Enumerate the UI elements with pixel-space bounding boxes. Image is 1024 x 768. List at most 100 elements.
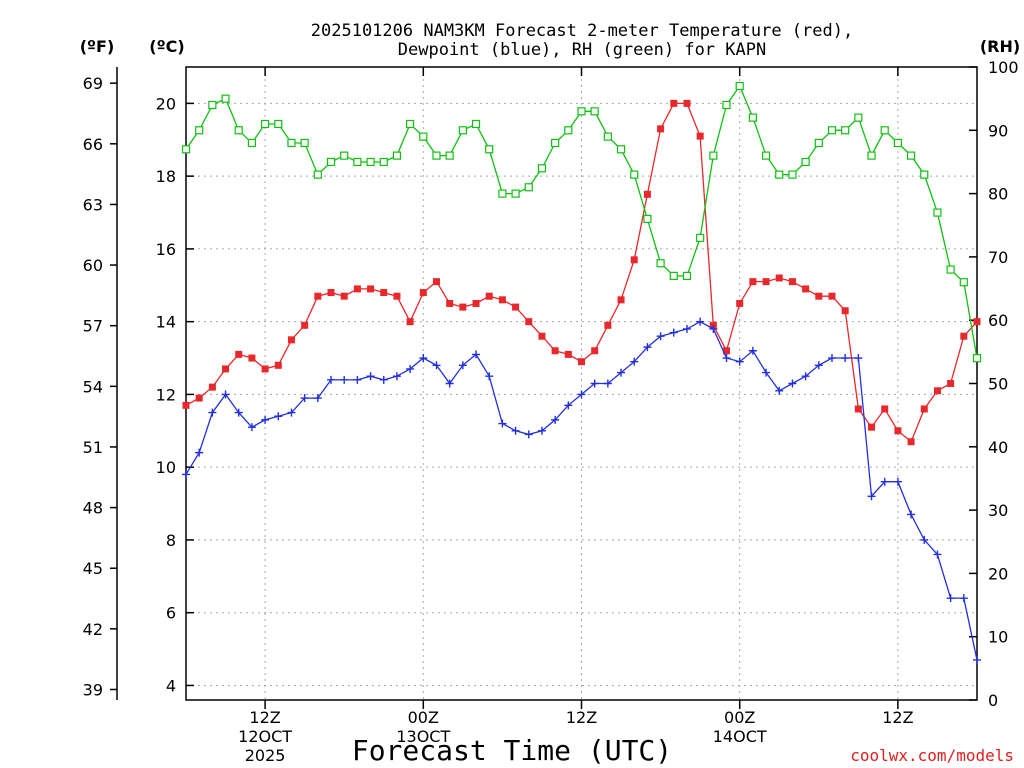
- x-tick-label-time: 00Z: [408, 708, 439, 727]
- data-point-temperature: [933, 387, 941, 395]
- data-point-dewpoint: [537, 426, 546, 435]
- rh-tick-label: 50: [988, 375, 1008, 394]
- data-point-dewpoint: [788, 379, 797, 388]
- data-point-dewpoint: [656, 332, 665, 341]
- x-tick-label-date: 13OCT: [396, 727, 450, 746]
- data-point-dewpoint: [735, 357, 744, 366]
- data-point-temperature: [195, 394, 203, 402]
- data-point-temperature: [973, 318, 981, 326]
- data-point-rh: [946, 265, 955, 274]
- data-point-dewpoint: [353, 375, 362, 384]
- data-point-rh: [603, 132, 612, 141]
- data-point-rh: [590, 107, 599, 116]
- data-point-dewpoint: [379, 375, 388, 384]
- rh-tick-label: 90: [988, 121, 1008, 140]
- data-point-dewpoint: [511, 426, 520, 435]
- data-point-rh: [577, 107, 586, 116]
- data-point-dewpoint: [590, 379, 599, 388]
- data-point-temperature: [564, 350, 572, 358]
- data-point-dewpoint: [392, 372, 401, 381]
- data-point-rh: [630, 170, 639, 179]
- fahrenheit-tick-label: 57: [83, 317, 103, 336]
- data-point-dewpoint: [182, 470, 190, 479]
- data-point-rh: [247, 138, 257, 148]
- data-point-rh: [274, 119, 283, 129]
- data-point-temperature: [538, 332, 546, 340]
- data-point-temperature: [881, 405, 889, 413]
- data-point-temperature: [512, 303, 520, 311]
- data-point-dewpoint: [801, 372, 810, 381]
- fahrenheit-tick-label: 60: [83, 256, 103, 275]
- data-point-rh: [326, 157, 336, 167]
- data-point-dewpoint: [577, 390, 586, 399]
- data-point-temperature: [841, 307, 849, 315]
- data-point-rh: [458, 126, 467, 135]
- fahrenheit-tick-label: 42: [83, 620, 103, 639]
- data-point-rh: [195, 126, 204, 135]
- rh-tick-label: 10: [988, 628, 1008, 647]
- data-point-rh: [656, 259, 665, 268]
- series-2-meter-temperature: [182, 99, 981, 446]
- data-point-rh: [814, 138, 823, 148]
- data-point-temperature: [459, 303, 467, 311]
- data-point-dewpoint: [234, 408, 243, 417]
- series-line: [185, 320, 978, 661]
- data-point-rh: [485, 145, 494, 154]
- data-point-temperature: [248, 354, 256, 362]
- data-point-dewpoint: [814, 361, 823, 370]
- data-point-rh: [748, 113, 757, 122]
- series-line: [185, 84, 978, 359]
- rh-tick-label: 40: [988, 438, 1008, 457]
- celsius-tick-label: 10: [156, 458, 176, 477]
- data-point-dewpoint: [313, 394, 322, 403]
- data-point-temperature: [498, 296, 506, 304]
- data-point-rh: [643, 214, 652, 224]
- data-point-dewpoint: [524, 430, 533, 439]
- x-tick-label-time: 12Z: [566, 708, 597, 727]
- data-point-temperature: [578, 358, 585, 366]
- data-point-rh: [234, 126, 243, 135]
- data-point-temperature: [301, 321, 309, 329]
- data-point-rh: [933, 208, 942, 217]
- data-point-temperature: [432, 278, 440, 286]
- data-point-temperature: [630, 256, 638, 264]
- data-point-temperature: [828, 292, 836, 300]
- data-point-temperature: [182, 401, 190, 409]
- data-point-temperature: [683, 99, 691, 107]
- data-point-rh: [537, 164, 547, 173]
- data-point-temperature: [353, 285, 361, 293]
- data-point-rh: [827, 126, 837, 135]
- data-point-dewpoint: [893, 477, 902, 486]
- data-point-rh: [682, 271, 692, 280]
- fahrenheit-tick-label: 39: [83, 680, 103, 699]
- data-point-dewpoint: [630, 357, 639, 366]
- fahrenheit-tick-label: 66: [83, 135, 103, 154]
- rh-tick-label: 80: [988, 185, 1008, 204]
- data-point-rh: [340, 151, 349, 160]
- data-point-dewpoint: [498, 419, 507, 428]
- data-point-dewpoint: [959, 594, 968, 603]
- data-point-dewpoint: [472, 350, 481, 359]
- celsius-tick-label: 16: [156, 240, 176, 259]
- celsius-tick-label: 14: [156, 313, 176, 332]
- rh-tick-label: 60: [988, 311, 1008, 330]
- data-point-dewpoint: [920, 535, 929, 544]
- celsius-tick-label: 8: [166, 531, 176, 550]
- data-point-dewpoint: [841, 354, 850, 363]
- data-point-dewpoint: [748, 346, 757, 355]
- x-tick-label-time: 00Z: [724, 708, 755, 727]
- data-point-rh: [696, 233, 705, 243]
- data-point-temperature: [723, 347, 731, 355]
- data-point-temperature: [314, 292, 322, 300]
- data-point-temperature: [380, 289, 388, 297]
- data-point-rh: [775, 170, 784, 179]
- data-point-dewpoint: [208, 408, 217, 417]
- data-point-dewpoint: [406, 364, 415, 373]
- plot-frame: [185, 66, 978, 701]
- data-point-rh: [761, 151, 771, 160]
- data-point-dewpoint: [973, 655, 981, 664]
- data-point-dewpoint: [551, 415, 560, 424]
- data-point-rh: [854, 113, 863, 122]
- x-tick-label-year: 2025: [245, 746, 286, 765]
